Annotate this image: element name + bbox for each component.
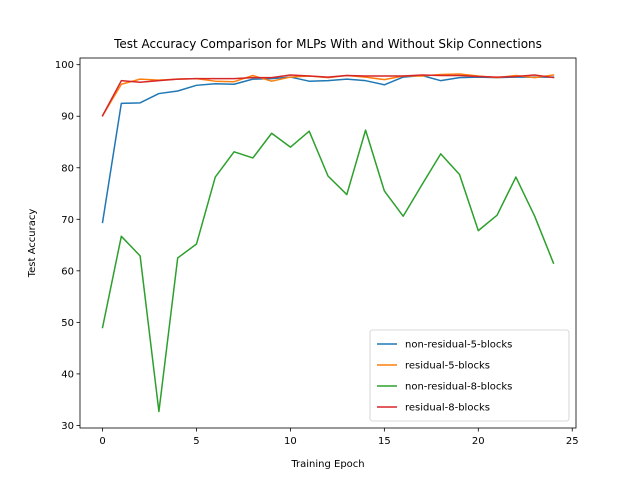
plot-frame	[79, 57, 577, 429]
y-tick-label: 60	[61, 266, 74, 277]
legend-label-residual-5-blocks: residual-5-blocks	[405, 361, 490, 372]
x-tick-label: 25	[566, 436, 579, 447]
x-tick-label: 20	[472, 436, 485, 447]
legend-label-non-residual-5-blocks: non-residual-5-blocks	[405, 340, 512, 351]
legend-label-non-residual-8-blocks: non-residual-8-blocks	[405, 382, 512, 393]
y-tick-label: 70	[61, 215, 74, 226]
series-line-non-residual-5-blocks	[101, 74, 555, 224]
y-tick-label: 80	[61, 163, 74, 174]
y-tick-label: 50	[61, 318, 74, 329]
y-tick-label: 100	[55, 60, 74, 71]
x-tick-label: 10	[284, 436, 297, 447]
y-tick-label: 30	[61, 421, 74, 432]
x-axis: 0 5 10 15 20 25	[99, 428, 579, 447]
y-axis-label: Test Accuracy	[27, 209, 38, 279]
plot-lines	[101, 73, 555, 413]
series-line-residual-8-blocks	[101, 74, 555, 117]
series-line-non-residual-8-blocks	[101, 129, 555, 413]
x-tick-label: 0	[99, 436, 105, 447]
y-tick-label: 40	[61, 369, 74, 380]
legend-box	[369, 329, 570, 422]
x-tick-label: 15	[378, 436, 391, 447]
legend-label-residual-8-blocks: residual-8-blocks	[405, 403, 490, 414]
chart-title: Test Accuracy Comparison for MLPs With a…	[113, 37, 542, 51]
x-axis-label: Training Epoch	[290, 459, 364, 470]
y-tick-label: 90	[61, 112, 74, 123]
y-axis: 30 40 50 60 70 80 90 100	[55, 60, 80, 432]
x-tick-label: 5	[193, 436, 199, 447]
legend: non-residual-5-blocks residual-5-blocks no…	[369, 329, 570, 422]
